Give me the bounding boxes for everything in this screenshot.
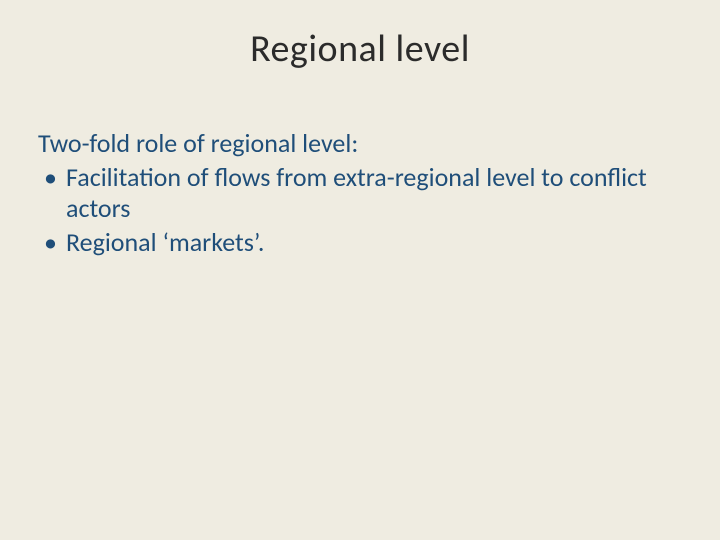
list-item: Facilitation of flows from extra-regiona…: [38, 162, 678, 225]
intro-text: Two-fold role of regional level:: [38, 128, 678, 160]
slide: Regional level Two-fold role of regional…: [0, 0, 720, 540]
bullet-list: Facilitation of flows from extra-regiona…: [38, 162, 678, 259]
slide-body: Two-fold role of regional level: Facilit…: [38, 128, 678, 259]
slide-title: Regional level: [38, 26, 682, 72]
list-item: Regional ‘markets’.: [38, 227, 678, 259]
